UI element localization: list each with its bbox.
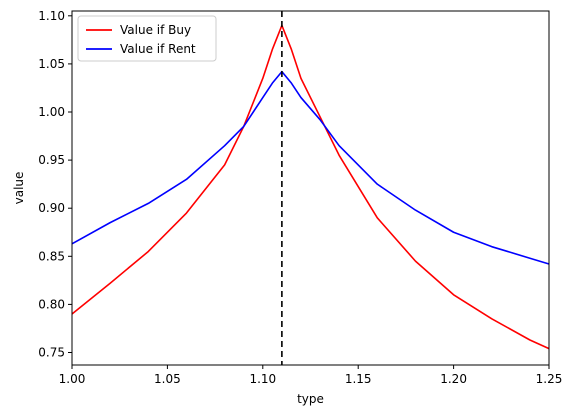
y-tick-label: 0.95 (38, 153, 65, 167)
y-tick-label: 0.90 (38, 201, 65, 215)
x-axis-ticks: 1.00 1.05 1.10 1.15 1.20 1.25 (59, 365, 563, 386)
x-axis-label: type (297, 392, 324, 406)
y-tick-label: 1.00 (38, 105, 65, 119)
series-line-1 (71, 70, 550, 265)
axes-frame (71, 10, 550, 366)
series-line-0 (71, 24, 550, 350)
x-tick-label: 1.05 (154, 372, 181, 386)
legend-label: Value if Rent (120, 42, 196, 56)
x-tick-label: 1.20 (440, 372, 467, 386)
x-tick-label: 1.10 (249, 372, 276, 386)
y-tick-label: 1.10 (38, 9, 65, 23)
y-tick-label: 1.05 (38, 57, 65, 71)
y-axis-ticks: 0.75 0.80 0.85 0.90 0.95 1.00 1.05 1.10 (38, 9, 72, 359)
series-layer (71, 24, 550, 350)
y-tick-label: 0.85 (38, 249, 65, 263)
y-tick-label: 0.75 (38, 345, 65, 359)
legend: Value if Buy Value if Rent (77, 15, 217, 62)
y-tick-label: 0.80 (38, 297, 65, 311)
legend-items: Value if Buy Value if Rent (86, 23, 196, 56)
legend-label: Value if Buy (120, 23, 191, 37)
y-axis-label: value (12, 172, 26, 205)
x-tick-label: 1.25 (536, 372, 563, 386)
legend-box (77, 15, 217, 62)
x-tick-label: 1.00 (59, 372, 86, 386)
x-tick-label: 1.15 (345, 372, 372, 386)
